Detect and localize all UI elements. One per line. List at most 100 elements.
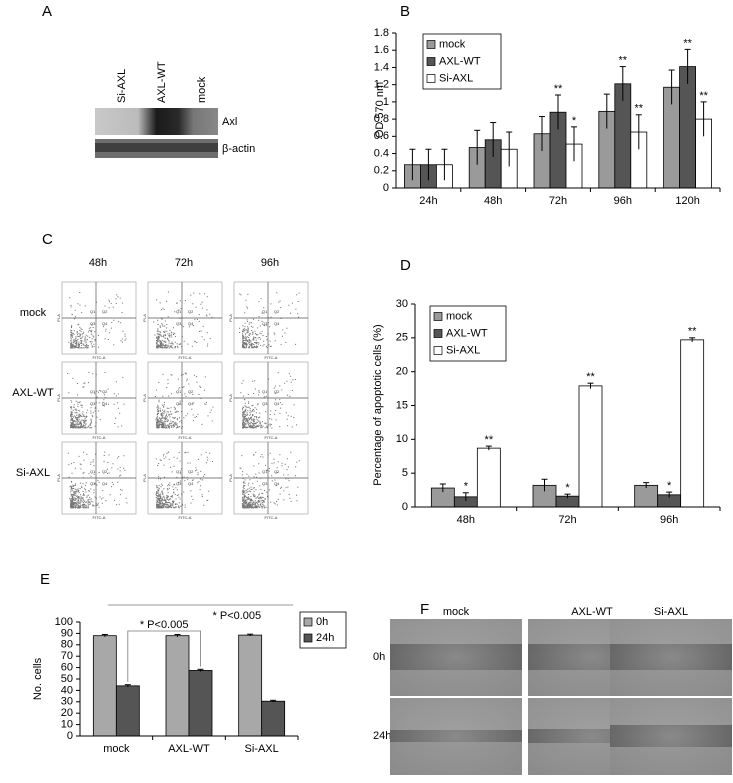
axis-label: FITC-A <box>93 435 106 440</box>
y-tick-label: 30 <box>396 298 408 310</box>
quadrant-label: Q3 <box>90 321 96 326</box>
bar <box>680 339 705 508</box>
panel-letter: F <box>420 601 429 618</box>
y-tick-label: 0.4 <box>374 147 389 159</box>
quadrant-label: Q3 <box>90 401 96 406</box>
legend-label: mock <box>446 310 473 322</box>
legend-swatch <box>426 40 436 49</box>
significance: ** <box>619 54 628 66</box>
quadrant-label: Q2 <box>102 469 108 474</box>
significance: ** <box>554 83 563 95</box>
axis-label: PI-A <box>142 474 147 482</box>
y-axis-label: OD 570 nm <box>374 82 386 138</box>
y-tick-label: 100 <box>55 616 73 628</box>
axis-label: PI-A <box>228 394 233 402</box>
legend-label: mock <box>439 38 466 50</box>
cell-layer <box>390 742 522 775</box>
legend-label: Si-AXL <box>446 344 480 356</box>
y-tick-label: 80 <box>61 639 73 651</box>
y-tick-label: 20 <box>396 366 408 378</box>
row-label: 0h <box>373 651 385 663</box>
y-tick-label: 30 <box>61 696 73 708</box>
quadrant-label: Q4 <box>102 401 108 406</box>
significance: ** <box>688 326 697 338</box>
quadrant-label: Q1 <box>176 389 182 394</box>
cell-layer <box>390 670 522 696</box>
axis-label: PI-A <box>142 394 147 402</box>
axis-label: PI-A <box>228 314 233 322</box>
flow-dots <box>68 292 127 349</box>
quadrant-label: Q3 <box>90 481 96 486</box>
bar <box>115 685 140 737</box>
bar <box>476 447 501 508</box>
quadrant-label: Q2 <box>274 309 280 314</box>
quadrant-label: Q3 <box>262 401 268 406</box>
quadrant-label: Q1 <box>90 309 96 314</box>
quadrant-label: Q2 <box>188 469 194 474</box>
lane-label: Si-AXL <box>116 69 128 103</box>
quadrant-label: Q2 <box>274 389 280 394</box>
axis-label: FITC-A <box>265 515 278 520</box>
legend-swatch <box>303 617 313 627</box>
quadrant-label: Q1 <box>262 389 268 394</box>
bar <box>92 635 117 737</box>
quadrant-label: Q4 <box>188 321 194 326</box>
y-tick-label: 50 <box>61 673 73 685</box>
legend-swatch <box>426 57 436 66</box>
legend-box <box>429 305 507 362</box>
axis-label: FITC-A <box>265 355 278 360</box>
cell-layer <box>610 670 732 696</box>
column-label: mock <box>443 606 470 618</box>
quadrant-label: Q1 <box>90 469 96 474</box>
y-tick-label: 90 <box>61 627 73 639</box>
y-tick-label: 1.6 <box>374 44 389 56</box>
cell-layer <box>610 619 732 644</box>
legend-label: 0h <box>316 616 328 628</box>
y-tick-label: 15 <box>396 399 408 411</box>
column-label: 48h <box>89 257 107 269</box>
y-tick-label: 0.8 <box>374 113 389 125</box>
quadrant-label: Q1 <box>262 309 268 314</box>
legend-swatch <box>426 74 436 83</box>
bar <box>634 484 659 508</box>
quadrant-label: Q4 <box>274 321 280 326</box>
lane-label: mock <box>196 76 208 103</box>
quadrant-label: Q4 <box>102 481 108 486</box>
axis-label: PI-A <box>228 474 233 482</box>
legend-label: 24h <box>316 632 334 644</box>
quadrant-label: Q4 <box>274 481 280 486</box>
quadrant-label: Q2 <box>274 469 280 474</box>
x-tick-label: 96h <box>614 195 632 207</box>
column-label: Si-AXL <box>654 606 688 618</box>
bar <box>188 670 213 737</box>
cell-layer <box>390 698 522 730</box>
y-tick-label: 25 <box>396 332 408 344</box>
bar <box>238 634 263 737</box>
actin-band <box>95 143 218 152</box>
axis-label: FITC-A <box>179 355 192 360</box>
x-tick-label: AXL-WT <box>168 743 210 755</box>
y-tick-label: 20 <box>61 707 73 719</box>
flow-dots <box>153 291 213 349</box>
significance: * <box>667 480 672 492</box>
panel-letter: E <box>40 571 50 588</box>
axis-label: PI-A <box>56 314 61 322</box>
flow-dots <box>240 372 298 429</box>
y-tick-label: 1.2 <box>374 79 389 91</box>
legend-box <box>422 33 502 90</box>
cell-layer <box>610 747 732 775</box>
significance: ** <box>683 37 692 49</box>
axis-label: PI-A <box>142 314 147 322</box>
panel-letter: D <box>400 257 411 274</box>
y-tick-label: 1.8 <box>374 27 389 39</box>
legend-label: AXL-WT <box>439 55 481 67</box>
axis-label: FITC-A <box>93 515 106 520</box>
row-label: Si-AXL <box>16 467 50 479</box>
axl-blot <box>95 108 218 135</box>
flow-dots <box>239 451 300 509</box>
axis-label: PI-A <box>56 394 61 402</box>
legend-swatch <box>433 312 443 321</box>
significance: ** <box>485 434 494 446</box>
row-label: mock <box>20 307 47 319</box>
